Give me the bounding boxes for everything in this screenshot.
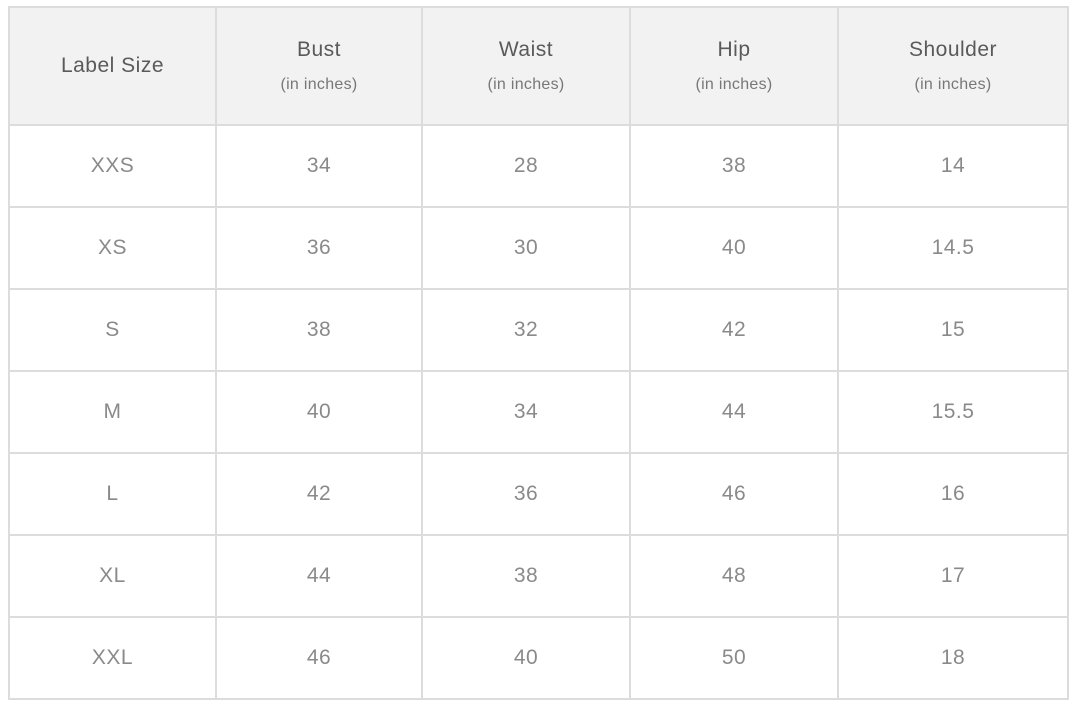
cell-size: M	[8, 370, 217, 454]
cell-bust: 36	[215, 206, 423, 290]
header-label: Bust	[296, 38, 342, 61]
table-row: XS 36 30 40 14.5	[8, 206, 1069, 290]
header-bust: Bust (in inches)	[215, 6, 423, 126]
cell-hip: 44	[629, 370, 839, 454]
cell-shoulder: 18	[837, 616, 1069, 700]
cell-hip: 42	[629, 288, 839, 372]
cell-bust: 42	[215, 452, 423, 536]
cell-bust: 40	[215, 370, 423, 454]
header-label: Waist	[498, 38, 554, 61]
cell-bust: 34	[215, 124, 423, 208]
cell-waist: 34	[421, 370, 631, 454]
cell-hip: 38	[629, 124, 839, 208]
table-row: S 38 32 42 15	[8, 288, 1069, 372]
cell-hip: 40	[629, 206, 839, 290]
table-row: XXS 34 28 38 14	[8, 124, 1069, 208]
cell-shoulder: 17	[837, 534, 1069, 618]
cell-waist: 38	[421, 534, 631, 618]
header-label: Shoulder	[908, 38, 998, 61]
cell-size: S	[8, 288, 217, 372]
cell-waist: 36	[421, 452, 631, 536]
cell-waist: 30	[421, 206, 631, 290]
cell-shoulder: 15	[837, 288, 1069, 372]
cell-bust: 38	[215, 288, 423, 372]
header-unit: (in inches)	[914, 76, 992, 93]
cell-shoulder: 14.5	[837, 206, 1069, 290]
table-row: XXL 46 40 50 18	[8, 616, 1069, 700]
cell-waist: 32	[421, 288, 631, 372]
header-unit: (in inches)	[487, 76, 565, 93]
header-hip: Hip (in inches)	[629, 6, 839, 126]
table-row: L 42 36 46 16	[8, 452, 1069, 536]
table-row: M 40 34 44 15.5	[8, 370, 1069, 454]
cell-bust: 44	[215, 534, 423, 618]
cell-waist: 28	[421, 124, 631, 208]
header-label: Hip	[717, 38, 751, 61]
cell-size: XXS	[8, 124, 217, 208]
cell-size: XL	[8, 534, 217, 618]
cell-size: XS	[8, 206, 217, 290]
cell-bust: 46	[215, 616, 423, 700]
cell-shoulder: 14	[837, 124, 1069, 208]
cell-size: L	[8, 452, 217, 536]
header-unit: (in inches)	[280, 76, 358, 93]
cell-hip: 50	[629, 616, 839, 700]
header-label-size: Label Size	[8, 6, 217, 126]
cell-shoulder: 16	[837, 452, 1069, 536]
header-waist: Waist (in inches)	[421, 6, 631, 126]
cell-waist: 40	[421, 616, 631, 700]
header-unit: (in inches)	[695, 76, 773, 93]
size-chart-table: Label Size Bust (in inches) Waist (in inch…	[8, 6, 1069, 700]
cell-hip: 46	[629, 452, 839, 536]
header-row: Label Size Bust (in inches) Waist (in inch…	[8, 6, 1069, 126]
header-label: Label Size	[60, 54, 165, 77]
header-shoulder: Shoulder (in inches)	[837, 6, 1069, 126]
cell-hip: 48	[629, 534, 839, 618]
cell-shoulder: 15.5	[837, 370, 1069, 454]
cell-size: XXL	[8, 616, 217, 700]
table-row: XL 44 38 48 17	[8, 534, 1069, 618]
